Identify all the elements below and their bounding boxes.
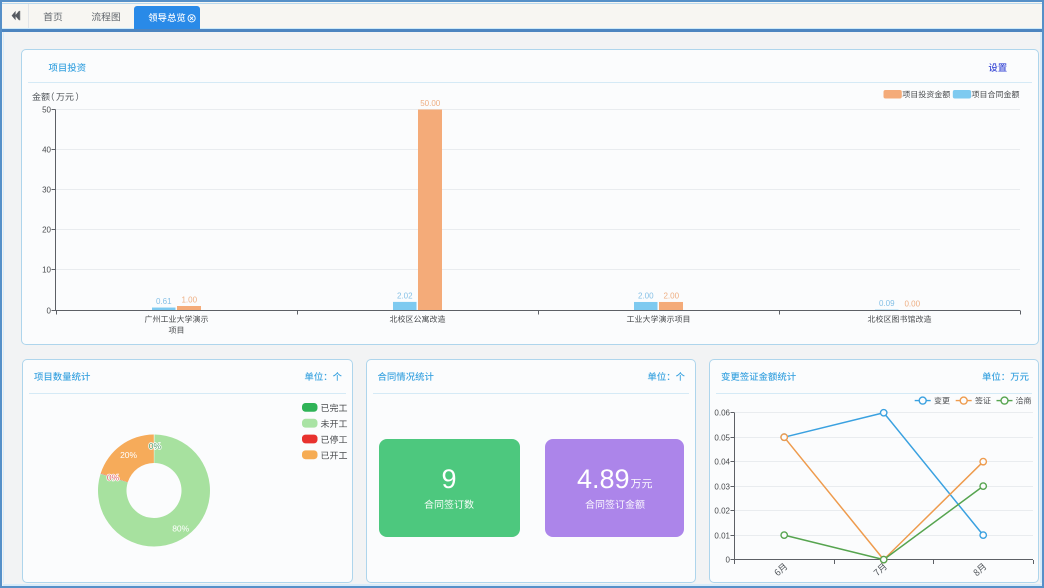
svg-text:80%: 80% <box>172 523 189 533</box>
svg-text:0.02: 0.02 <box>714 506 730 515</box>
svg-text:0%: 0% <box>149 441 162 451</box>
svg-text:20: 20 <box>42 225 51 234</box>
svg-text:4.89: 4.89 <box>577 464 630 494</box>
svg-text:0.04: 0.04 <box>714 457 730 466</box>
svg-text:0.00: 0.00 <box>904 300 920 309</box>
svg-text:0.09: 0.09 <box>879 299 895 308</box>
svg-text:0.06: 0.06 <box>714 408 730 417</box>
svg-text:0: 0 <box>726 555 731 564</box>
svg-text:0.03: 0.03 <box>714 482 730 491</box>
svg-text:50.00: 50.00 <box>420 99 441 108</box>
svg-text:0.05: 0.05 <box>714 433 730 442</box>
svg-text:2.00: 2.00 <box>663 291 679 300</box>
svg-text:0.01: 0.01 <box>714 531 730 540</box>
svg-text:0%: 0% <box>107 473 120 483</box>
svg-text:2.02: 2.02 <box>397 291 413 300</box>
svg-text:50: 50 <box>42 105 51 114</box>
svg-text:2.00: 2.00 <box>638 291 654 300</box>
svg-text:9: 9 <box>441 464 456 494</box>
svg-text:0.61: 0.61 <box>156 297 172 306</box>
svg-text:1.00: 1.00 <box>181 295 197 304</box>
svg-text:0: 0 <box>47 306 52 315</box>
svg-text:10: 10 <box>42 265 51 274</box>
svg-text:20%: 20% <box>120 450 137 460</box>
svg-text:40: 40 <box>42 145 51 154</box>
svg-text:30: 30 <box>42 185 51 194</box>
